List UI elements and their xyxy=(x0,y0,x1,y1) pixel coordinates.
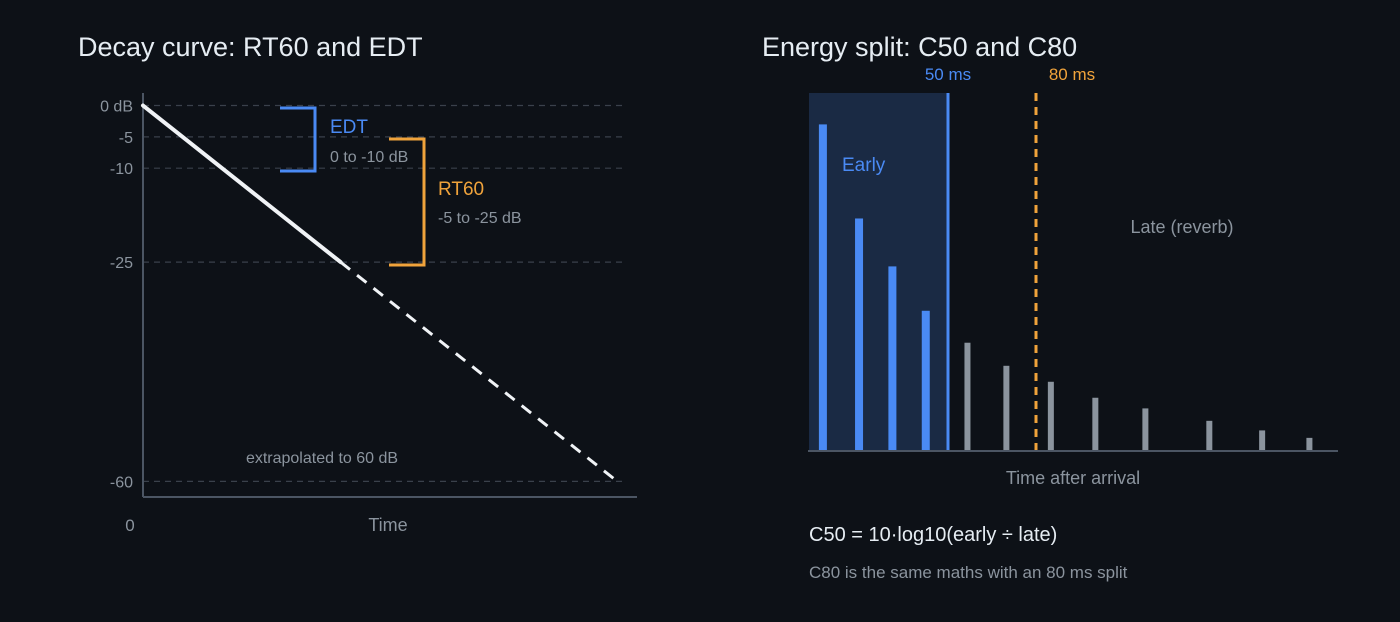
early-reflection-bar-0 xyxy=(818,124,827,452)
late-reflection-bar-10 xyxy=(1259,430,1266,451)
decay-curve-dashed xyxy=(339,260,619,483)
left-chart-title: Decay curve: RT60 and EDT xyxy=(78,32,423,62)
extrapolated-label: extrapolated to 60 dB xyxy=(246,450,398,467)
late-reflection-bar-7 xyxy=(1092,397,1099,451)
early-reflection-bar-1 xyxy=(855,218,864,451)
reflection-bars xyxy=(818,124,1313,452)
early-region-label: Early xyxy=(842,155,886,176)
late-region-label: Late (reverb) xyxy=(1130,217,1233,237)
y-tick-label-1: -5 xyxy=(119,130,133,147)
rt60-range-label: -5 to -25 dB xyxy=(438,210,522,227)
late-reflection-bar-8 xyxy=(1142,408,1149,451)
late-reflection-bar-9 xyxy=(1206,420,1213,451)
decay-curves xyxy=(141,103,619,483)
late-reflection-bar-11 xyxy=(1306,437,1313,451)
y-tick-label-0: 0 dB xyxy=(100,99,133,116)
edt-bracket xyxy=(280,106,317,173)
early-reflection-bar-2 xyxy=(888,266,897,451)
early-reflection-bar-3 xyxy=(921,310,930,451)
c50-formula: C50 = 10·log10(early ÷ late) xyxy=(809,524,1057,546)
split-50ms-label: 50 ms xyxy=(925,65,971,84)
late-reflection-bar-5 xyxy=(1003,365,1010,451)
rt60-bracket xyxy=(389,137,426,267)
right-x-axis-label: Time after arrival xyxy=(1006,468,1140,488)
rt60-label: RT60 xyxy=(438,179,484,200)
split-80ms-label: 80 ms xyxy=(1049,65,1095,84)
y-tick-label-4: -60 xyxy=(110,474,133,491)
y-tick-label-2: -10 xyxy=(110,161,133,178)
y-tick-label-3: -25 xyxy=(110,255,133,272)
c80-note: C80 is the same maths with an 80 ms spli… xyxy=(809,563,1128,582)
left-y-ticks: 0 dB -5 -10 -25 -60 xyxy=(100,99,133,492)
edt-range-label: 0 to -10 dB xyxy=(330,149,408,166)
right-chart-title: Energy split: C50 and C80 xyxy=(762,32,1077,62)
edt-label: EDT xyxy=(330,117,368,138)
left-x-origin-label: 0 xyxy=(125,516,134,535)
decay-curve-solid xyxy=(141,103,343,265)
left-x-axis-label: Time xyxy=(368,515,407,535)
late-reflection-bar-6 xyxy=(1047,381,1054,451)
late-reflection-bar-4 xyxy=(964,342,971,451)
